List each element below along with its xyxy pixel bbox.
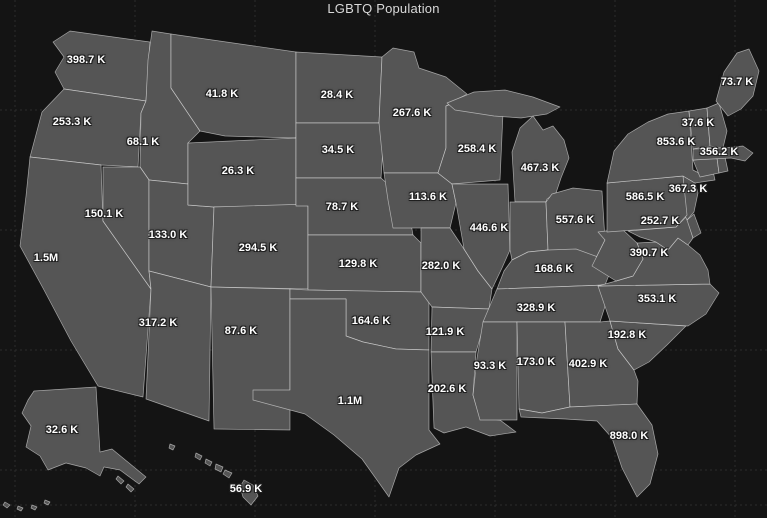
state-value-label-WI: 258.4 K xyxy=(457,143,497,155)
state-michigan[interactable] xyxy=(446,89,570,203)
state-value-label-SD: 34.5 K xyxy=(321,144,355,156)
state-value-label-AK: 32.6 K xyxy=(45,424,79,436)
state-value-label-NJ: 367.3 K xyxy=(668,183,708,195)
state-value-label-TN: 328.9 K xyxy=(516,302,556,314)
state-value-label-WY: 26.3 K xyxy=(221,165,255,177)
state-value-label-KY: 168.6 K xyxy=(534,263,574,275)
state-value-label-WA: 398.7 K xyxy=(66,54,106,66)
state-value-label-IL: 446.6 K xyxy=(469,222,509,234)
state-value-label-OH: 557.6 K xyxy=(555,214,595,226)
state-new-hampshire[interactable] xyxy=(706,102,728,149)
state-value-label-MA: 356.2 K xyxy=(699,146,739,158)
state-value-label-HI: 56.9 K xyxy=(229,483,263,495)
state-value-label-NC: 353.1 K xyxy=(637,293,677,305)
state-value-label-VT: 37.6 K xyxy=(681,117,715,129)
state-value-label-IA: 113.6 K xyxy=(409,191,447,203)
state-tennessee[interactable] xyxy=(482,284,610,323)
state-value-label-GA: 402.9 K xyxy=(568,358,608,370)
state-california[interactable] xyxy=(19,156,152,398)
state-value-label-MI: 467.3 K xyxy=(520,162,560,174)
state-value-label-NV: 150.1 K xyxy=(84,208,124,220)
state-value-label-ME: 73.7 K xyxy=(720,76,754,88)
state-value-label-MT: 41.8 K xyxy=(205,88,239,100)
state-louisiana[interactable] xyxy=(430,351,517,437)
state-value-label-MO: 282.0 K xyxy=(421,260,461,272)
state-value-label-UT: 133.0 K xyxy=(148,229,188,241)
state-value-label-KS: 129.8 K xyxy=(338,258,378,270)
state-value-label-PA: 586.5 K xyxy=(625,191,665,203)
state-value-label-AR: 121.9 K xyxy=(425,326,465,338)
state-illinois[interactable] xyxy=(451,183,511,290)
state-alaska[interactable] xyxy=(2,386,147,512)
state-new-york[interactable] xyxy=(606,110,716,184)
state-value-label-OK: 164.6 K xyxy=(351,315,391,327)
state-value-label-NY: 853.6 K xyxy=(656,136,696,148)
state-value-label-AZ: 317.2 K xyxy=(138,317,178,329)
state-value-label-MN: 267.6 K xyxy=(392,107,432,119)
state-west-virginia[interactable] xyxy=(591,228,644,282)
state-value-label-CA: 1.5M xyxy=(33,252,59,264)
state-massachusetts[interactable] xyxy=(692,145,754,162)
state-north-carolina[interactable] xyxy=(597,283,720,327)
state-value-label-SC: 192.8 K xyxy=(607,329,647,341)
state-maine[interactable] xyxy=(715,48,760,117)
state-value-label-MS: 93.3 K xyxy=(473,360,507,372)
state-value-label-NM: 87.6 K xyxy=(224,325,258,337)
states-layer xyxy=(2,30,760,512)
state-value-label-ND: 28.4 K xyxy=(320,89,354,101)
state-value-label-ID: 68.1 K xyxy=(126,136,160,148)
state-new-mexico[interactable] xyxy=(210,286,291,431)
state-rhode-island[interactable] xyxy=(716,156,729,174)
state-delaware[interactable] xyxy=(686,213,702,239)
state-value-label-AL: 173.0 K xyxy=(516,356,556,368)
state-value-label-MD: 252.7 K xyxy=(640,215,680,227)
state-value-label-VA: 390.7 K xyxy=(629,247,669,259)
state-value-label-TX: 1.1M xyxy=(337,395,363,407)
state-value-label-NE: 78.7 K xyxy=(325,201,359,213)
state-florida[interactable] xyxy=(518,403,659,498)
state-arizona[interactable] xyxy=(145,270,212,422)
state-kentucky[interactable] xyxy=(496,248,612,290)
state-value-label-OR: 253.3 K xyxy=(52,116,92,128)
state-north-dakota[interactable] xyxy=(295,51,383,124)
state-oregon[interactable] xyxy=(29,88,147,168)
page-title: LGBTQ Population xyxy=(327,1,440,16)
state-value-label-CO: 294.5 K xyxy=(238,242,278,254)
state-hawaii[interactable] xyxy=(168,443,259,506)
state-value-label-LA: 202.6 K xyxy=(427,383,467,395)
state-texas[interactable] xyxy=(252,298,441,498)
state-value-label-FL: 898.0 K xyxy=(609,430,649,442)
